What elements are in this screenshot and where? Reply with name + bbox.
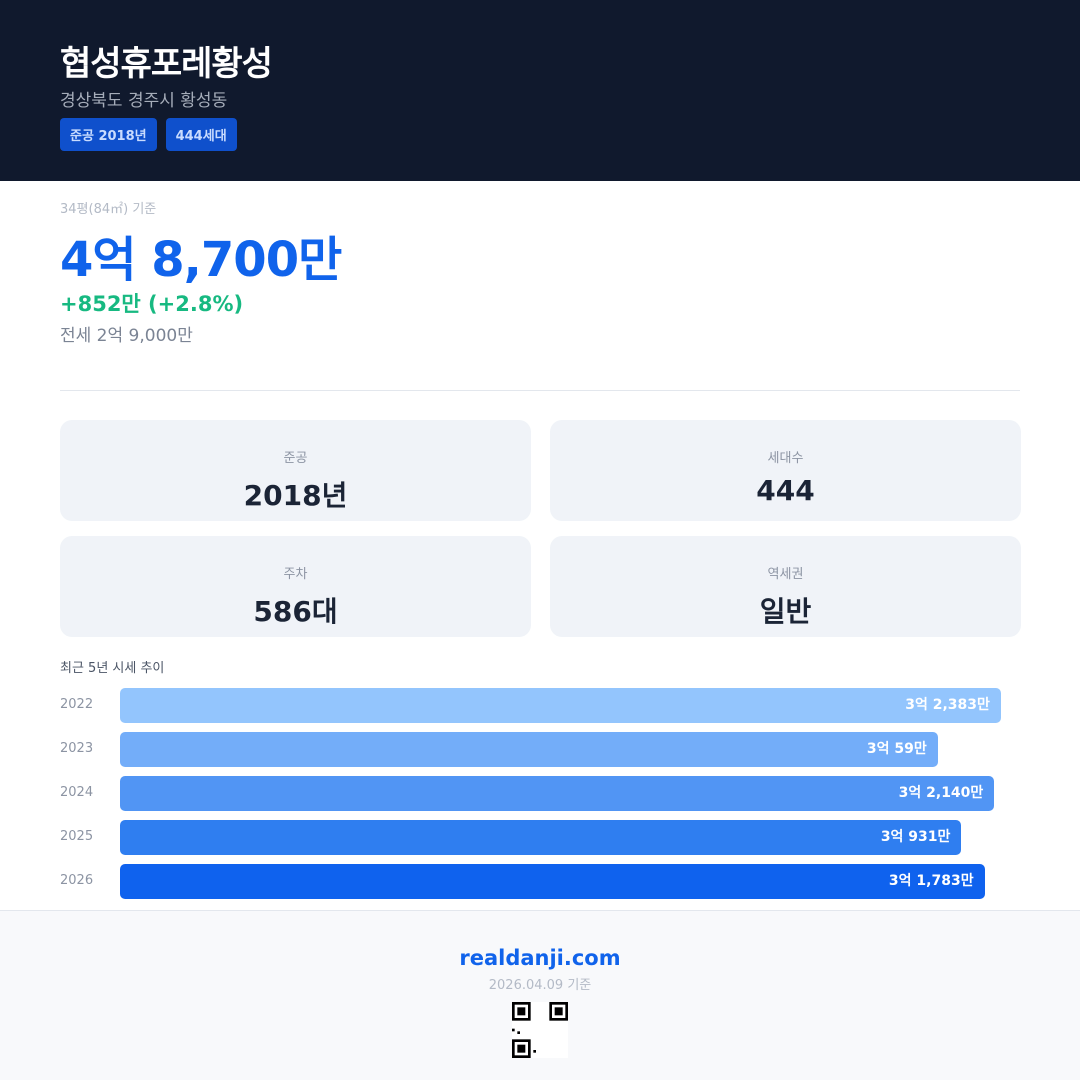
year-label: 2024 [60, 785, 94, 800]
bar-2023: 3억 59만 [120, 732, 938, 767]
year-label: 2025 [60, 829, 94, 844]
chart-row: 2022 3억 2,383만 [60, 688, 1020, 723]
card-label: 세대수 [767, 451, 804, 466]
badge-built-year: 준공 2018년 [60, 118, 157, 151]
card-value: 2018년 [243, 479, 348, 512]
chart-row: 2024 3억 2,140만 [60, 776, 1020, 811]
bar-2026: 3억 1,783만 [120, 864, 985, 899]
card-label: 역세권 [767, 567, 804, 582]
price-basis: 34평(84㎡) 기준 [60, 202, 157, 217]
address: 경상북도 경주시 황성동 [60, 91, 228, 111]
price-change: +852만 (+2.8%) [60, 292, 244, 316]
jeonse-price: 전세 2억 9,000만 [60, 326, 193, 346]
badge-households: 444세대 [165, 118, 237, 151]
reference-date: 2026.04.09 기준 [488, 978, 592, 993]
site-link[interactable]: realdanji.com [459, 946, 621, 970]
year-label: 2023 [60, 741, 94, 756]
divider [60, 390, 1020, 391]
bar-2024: 3억 2,140만 [120, 776, 995, 811]
complex-title: 협성휴포레황성 [60, 44, 273, 84]
header: 협성휴포레황성 경상북도 경주시 황성동 준공 2018년 444세대 [0, 0, 1080, 181]
card-value: 일반 [759, 595, 812, 628]
card-parking: 주차 586대 [60, 536, 531, 637]
year-label: 2022 [60, 697, 94, 712]
card-households: 세대수 444 [550, 420, 1021, 521]
chart-row: 2023 3억 59만 [60, 732, 1020, 767]
sale-price: 4억 8,700만 [60, 232, 342, 288]
card-value: 444 [756, 474, 815, 507]
card-value: 586대 [253, 595, 338, 628]
chart-title: 최근 5년 시세 추이 [60, 661, 165, 676]
chart-row: 2025 3억 931만 [60, 820, 1020, 855]
bar-2025: 3억 931만 [120, 820, 962, 855]
bar-2022: 3억 2,383만 [120, 688, 1001, 723]
chart-row: 2026 3억 1,783만 [60, 864, 1020, 899]
card-built: 준공 2018년 [60, 420, 531, 521]
qr-code-icon[interactable] [512, 1002, 568, 1058]
year-label: 2026 [60, 873, 94, 888]
footer: realdanji.com 2026.04.09 기준 [0, 910, 1080, 1080]
card-label: 준공 [283, 451, 308, 466]
card-label: 주차 [283, 567, 308, 582]
